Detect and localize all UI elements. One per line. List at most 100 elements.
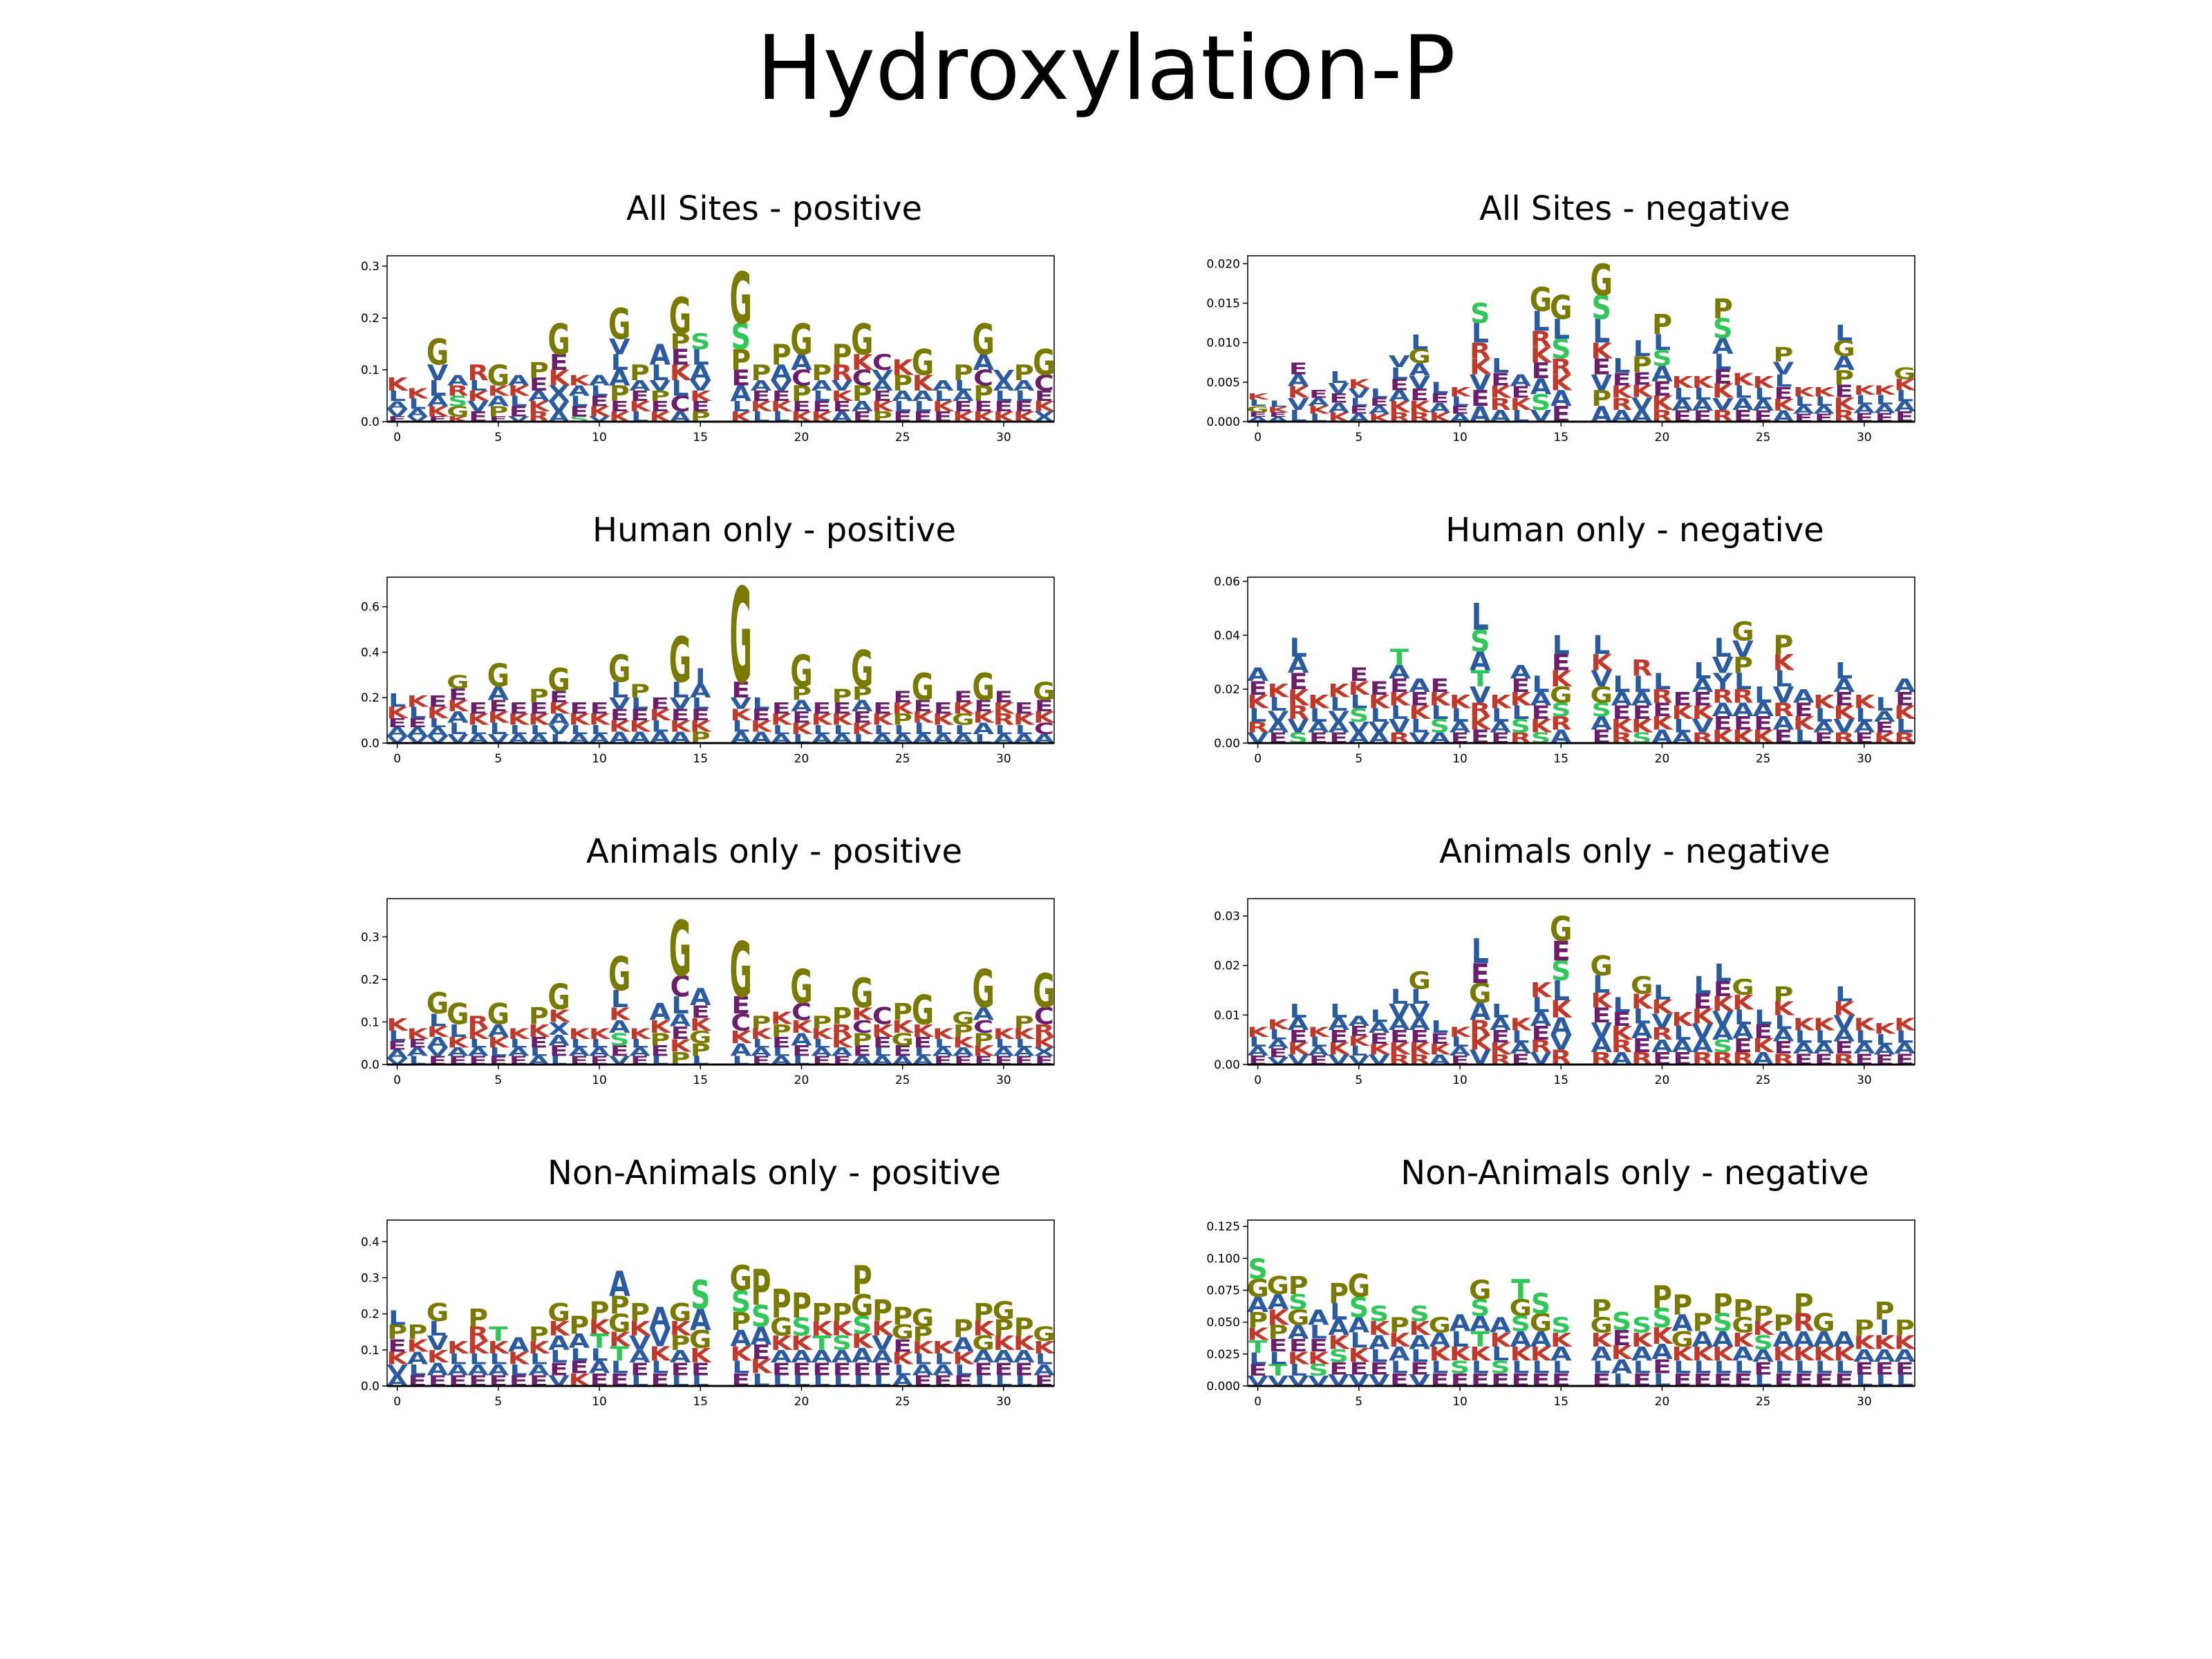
logo-letter: A: [1470, 647, 1491, 677]
logo-letter: L: [1015, 388, 1033, 404]
x-tick-label: 30: [1857, 431, 1872, 444]
logo-letter: A: [973, 1347, 994, 1367]
logo-letter: E: [691, 1359, 710, 1379]
logo-letter: A: [730, 382, 751, 406]
y-tick-label: 0.2: [361, 1308, 379, 1322]
logo-letter: K: [589, 1026, 611, 1042]
logo-letter: E: [1875, 1358, 1894, 1379]
logo-letter: A: [1450, 1310, 1471, 1337]
logo-letter: E: [1612, 369, 1631, 390]
logo-letter: P: [1591, 1294, 1611, 1322]
logo-letter: L: [1835, 659, 1853, 684]
y-tick-label: 0.00: [1214, 737, 1240, 751]
logo-letter: L: [935, 722, 952, 737]
logo-letter: V: [771, 378, 792, 394]
logo-letter: K: [1033, 708, 1056, 727]
logo-letter: V: [1389, 1000, 1410, 1022]
logo-letter: C: [791, 998, 812, 1025]
logo-letter: A: [1490, 719, 1511, 736]
logo-letter: L: [1674, 1022, 1691, 1044]
logo-letter: K: [1631, 991, 1654, 1014]
logo-letter: E: [1552, 936, 1571, 968]
logo-letter: G: [608, 648, 630, 691]
logo-plot: AVKEPLELAKPEAKVLGEALKEALKRPEALKTELKAEALK…: [361, 1219, 1056, 1409]
panel-title: Animals only - negative: [1439, 832, 1830, 871]
logo-letter: L: [995, 1037, 1012, 1050]
logo-letter: K: [488, 1035, 510, 1051]
logo-letter: A: [1268, 1291, 1289, 1315]
logo-letter: C: [1034, 1002, 1054, 1029]
logo-letter: A: [407, 407, 429, 420]
logo-letter: S: [1531, 391, 1550, 415]
x-tick-label: 10: [1452, 431, 1468, 444]
logo-letters: EALKVEALKVKEALEALKVKEALVLKEAVKEALRKEAVLR…: [1247, 910, 1916, 1070]
logo-letter: K: [1631, 381, 1653, 402]
logo-letter: K: [832, 1035, 854, 1051]
logo-letter: E: [1794, 699, 1813, 720]
logo-letter: K: [1671, 1343, 1694, 1366]
logo-letter: T: [812, 1332, 832, 1355]
y-tick-label: 0.1: [361, 1015, 379, 1029]
logo-letter: K: [1328, 1039, 1350, 1059]
logo-letter: A: [1692, 1327, 1714, 1351]
logo-letter: K: [1854, 691, 1877, 713]
logo-letter: V: [1470, 683, 1491, 709]
y-tick-label: 0.3: [361, 260, 379, 274]
logo-letter: L: [813, 1037, 830, 1050]
logo-letter: A: [488, 1361, 509, 1379]
logo-letter: K: [811, 1318, 833, 1340]
logo-letter: K: [1813, 1014, 1835, 1034]
logo-letter: A: [1510, 1327, 1531, 1351]
logo-letter: A: [1591, 1034, 1612, 1058]
logo-letter: G: [912, 341, 934, 384]
x-tick-label: 10: [1452, 1074, 1468, 1087]
logo-letter: L: [469, 1037, 487, 1050]
y-tick-label: 0.015: [1206, 297, 1240, 311]
logo-letter: L: [1674, 384, 1691, 403]
logo-letter: E: [1511, 383, 1530, 402]
logo-letter: K: [1268, 1018, 1291, 1033]
logo-letter: G: [487, 657, 509, 693]
logo-letter: G: [730, 259, 752, 341]
logo-letter: P: [1713, 1288, 1733, 1320]
logo-letter: K: [609, 1004, 631, 1024]
y-tick-label: 0.020: [1206, 257, 1240, 271]
logo-letter: L: [1472, 596, 1489, 639]
logo-letter: A: [1692, 1035, 1714, 1057]
logo-letter: P: [892, 711, 912, 729]
y-tick-label: 0.3: [361, 1271, 379, 1285]
logo-letter: G: [1033, 965, 1055, 1019]
logo-letter: E: [529, 374, 548, 395]
logo-letter: S: [1288, 1291, 1308, 1315]
logo-letter: A: [1510, 662, 1531, 683]
logo-letter: L: [1492, 1343, 1509, 1366]
logo-letter: A: [1308, 1306, 1329, 1330]
x-tick-label: 15: [1553, 1074, 1568, 1087]
x-tick-label: 20: [1655, 431, 1670, 444]
logo-letter: P: [1773, 344, 1793, 367]
logo-letter: E: [671, 346, 690, 371]
logo-letter: A: [1288, 371, 1309, 390]
logo-letter: G: [1530, 282, 1552, 319]
x-tick-label: 0: [1254, 1074, 1262, 1087]
logo-letter: A: [1530, 688, 1552, 710]
logo-letter: E: [1370, 677, 1389, 699]
logo-letter: L: [1411, 1345, 1428, 1366]
logo-letter: L: [530, 1046, 547, 1059]
logo-letter: P: [1248, 1309, 1268, 1333]
logo-letter: P: [569, 1311, 589, 1340]
logo-letter: A: [1429, 400, 1450, 415]
logo-letter: V: [1409, 373, 1430, 393]
logo-letter: K: [670, 361, 692, 386]
logo-letter: G: [608, 300, 630, 349]
logo-letter: G: [669, 1298, 691, 1327]
logo-letter: L: [1593, 630, 1610, 661]
logo-letter: K: [1013, 711, 1035, 729]
logo-letter: L: [1472, 1357, 1489, 1378]
logo-letter: P: [1895, 1316, 1915, 1340]
logo-letter: P: [1773, 630, 1793, 661]
logo-letter: T: [1471, 667, 1490, 693]
logo-letter: A: [1369, 404, 1391, 417]
logo-letter: A: [832, 1347, 853, 1367]
logo-letter: C: [731, 1009, 751, 1036]
